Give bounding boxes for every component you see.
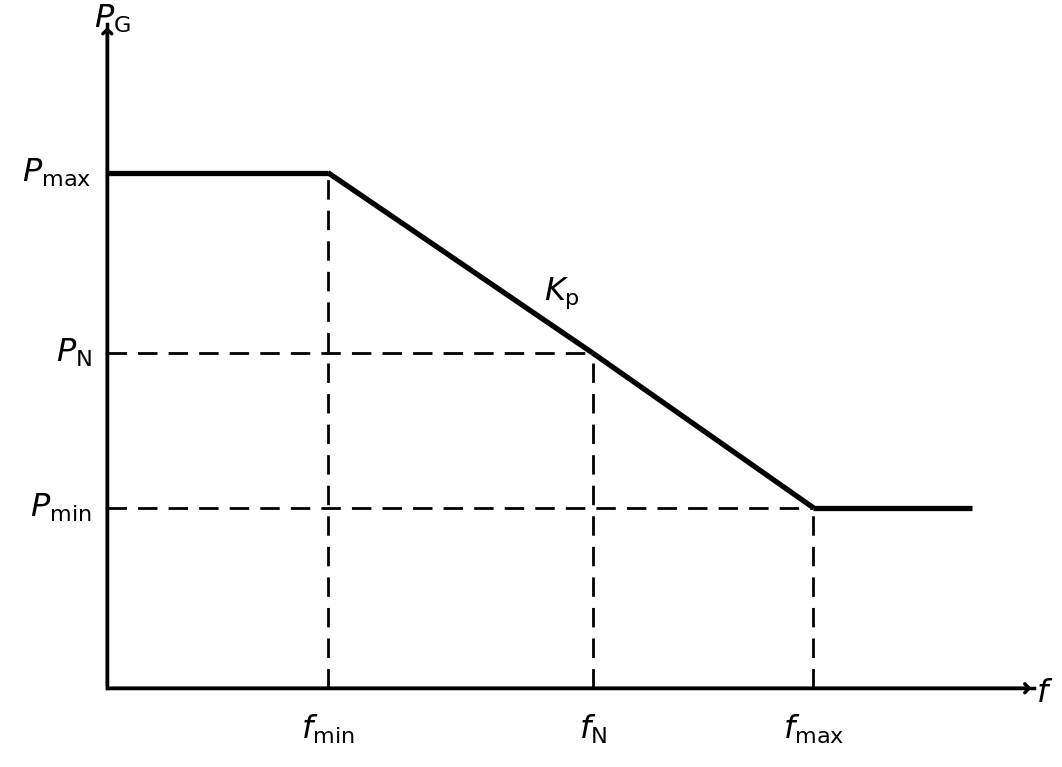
- Text: $\mathit{P}_{\mathrm{min}}$: $\mathit{P}_{\mathrm{min}}$: [30, 492, 91, 524]
- Text: $\mathit{f}$: $\mathit{f}$: [1037, 678, 1054, 709]
- Text: $\mathit{f}_{\mathrm{N}}$: $\mathit{f}_{\mathrm{N}}$: [579, 713, 606, 746]
- Text: $\mathit{P}_{\mathrm{max}}$: $\mathit{P}_{\mathrm{max}}$: [22, 156, 91, 189]
- Text: $\mathit{P}_{\mathrm{G}}$: $\mathit{P}_{\mathrm{G}}$: [95, 3, 131, 35]
- Text: $\mathit{P}_{\mathrm{N}}$: $\mathit{P}_{\mathrm{N}}$: [55, 337, 91, 370]
- Text: $\mathit{f}_{\mathrm{max}}$: $\mathit{f}_{\mathrm{max}}$: [783, 713, 844, 746]
- Text: $\mathit{f}_{\mathrm{min}}$: $\mathit{f}_{\mathrm{min}}$: [302, 713, 355, 746]
- Text: $\mathit{K}_{\mathrm{p}}$: $\mathit{K}_{\mathrm{p}}$: [544, 275, 580, 311]
